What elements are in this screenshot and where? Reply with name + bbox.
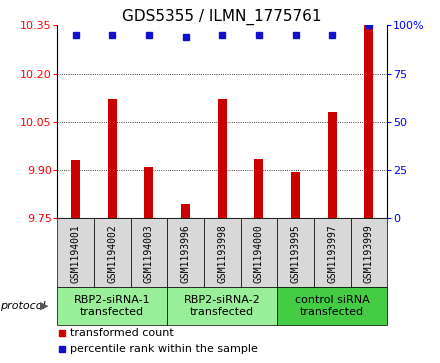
Text: GSM1194000: GSM1194000 xyxy=(254,225,264,284)
Text: GSM1193996: GSM1193996 xyxy=(180,225,191,284)
Bar xyxy=(181,204,190,218)
Bar xyxy=(94,218,131,287)
Bar xyxy=(167,287,277,325)
Bar xyxy=(218,99,227,218)
Bar xyxy=(277,287,387,325)
Bar xyxy=(131,218,167,287)
Text: GSM1193997: GSM1193997 xyxy=(327,225,337,284)
Bar xyxy=(351,218,387,287)
Bar xyxy=(108,99,117,218)
Bar xyxy=(167,218,204,287)
Bar xyxy=(328,112,337,218)
Text: protocol: protocol xyxy=(0,301,46,311)
Title: GDS5355 / ILMN_1775761: GDS5355 / ILMN_1775761 xyxy=(122,9,322,25)
Text: GSM1193998: GSM1193998 xyxy=(217,225,227,284)
Text: RBP2-siRNA-2
transfected: RBP2-siRNA-2 transfected xyxy=(184,295,260,317)
Text: GSM1193995: GSM1193995 xyxy=(290,225,301,284)
Bar xyxy=(57,287,167,325)
Text: ▶: ▶ xyxy=(40,301,48,311)
Text: transformed count: transformed count xyxy=(70,329,173,338)
Bar xyxy=(254,159,264,218)
Bar xyxy=(291,172,300,218)
Text: RBP2-siRNA-1
transfected: RBP2-siRNA-1 transfected xyxy=(74,295,150,317)
Bar xyxy=(71,160,80,218)
Bar xyxy=(364,25,374,218)
Bar xyxy=(277,218,314,287)
Bar xyxy=(144,167,154,218)
Bar xyxy=(314,218,351,287)
Text: GSM1193999: GSM1193999 xyxy=(364,225,374,284)
Text: control siRNA
transfected: control siRNA transfected xyxy=(295,295,370,317)
Text: GSM1194002: GSM1194002 xyxy=(107,225,117,284)
Text: GSM1194001: GSM1194001 xyxy=(70,225,81,284)
Bar xyxy=(57,218,94,287)
Text: GSM1194003: GSM1194003 xyxy=(144,225,154,284)
Bar xyxy=(204,218,241,287)
Text: percentile rank within the sample: percentile rank within the sample xyxy=(70,344,257,354)
Bar xyxy=(241,218,277,287)
